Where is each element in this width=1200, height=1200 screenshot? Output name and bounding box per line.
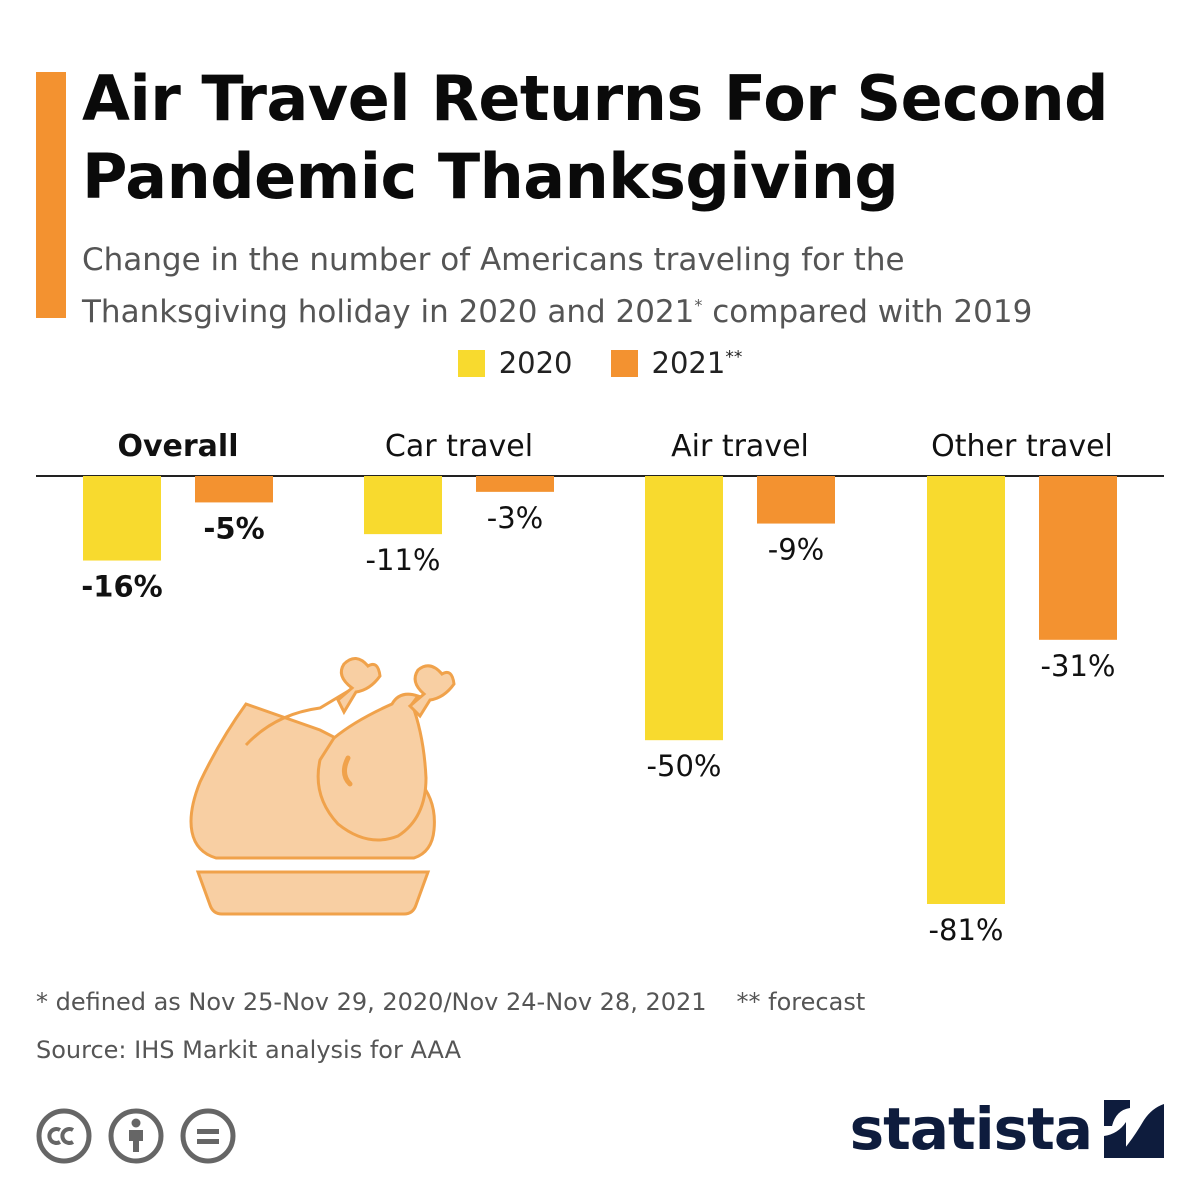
data-labels: -16% -11% -50% -81% -5% -3% -9% -31%	[81, 501, 1115, 947]
data-label-2020-overall: -16%	[81, 570, 162, 604]
footnote: * defined as Nov 25-Nov 29, 2020/Nov 24-…	[36, 988, 865, 1016]
accent-bar	[36, 72, 66, 318]
category-label-car-travel: Car travel	[385, 429, 533, 464]
bar-chart: Overall Car travel Air travel Other travel …	[36, 429, 1164, 947]
bar-2021-car-travel	[476, 476, 554, 492]
legend-swatch-2021	[610, 349, 638, 377]
logo-text: statista	[849, 1095, 1093, 1163]
legend-label-2020: 2020	[498, 346, 573, 380]
bar-2021-air-travel	[757, 476, 835, 524]
legend-label-2021: 2021	[651, 346, 726, 380]
data-label-2020-other-travel: -81%	[929, 913, 1004, 947]
subtitle-asterisk: *	[694, 295, 703, 315]
subtitle-line2-end: compared with 2019	[702, 294, 1033, 330]
statista-logo[interactable]: statista	[850, 1100, 1164, 1158]
category-label-overall: Overall	[117, 429, 238, 464]
legend-item-2021: 2021**	[610, 346, 743, 380]
footnote-defined: * defined as Nov 25-Nov 29, 2020/Nov 24-…	[36, 988, 707, 1016]
subtitle-line2: Thanksgiving holiday in 2020 and 2021	[82, 294, 695, 330]
nd-icon[interactable]	[180, 1108, 236, 1164]
subtitle: Change in the number of Americans travel…	[82, 234, 1182, 338]
legend: 2020 2021**	[0, 346, 1200, 380]
category-label-air-travel: Air travel	[671, 429, 809, 464]
cc-icon[interactable]	[36, 1108, 92, 1164]
legend-item-2020: 2020	[457, 346, 573, 380]
data-label-2020-car-travel: -11%	[366, 543, 441, 577]
legend-label-2021-sup: **	[725, 347, 743, 368]
footnote-forecast: ** forecast	[736, 988, 866, 1016]
bar-2021-other-travel	[1039, 476, 1117, 640]
subtitle-line1: Change in the number of Americans travel…	[82, 242, 905, 278]
category-labels: Overall Car travel Air travel Other travel	[117, 429, 1112, 464]
bar-2020-overall	[83, 476, 161, 561]
source-note: Source: IHS Markit analysis for AAA	[36, 1036, 462, 1064]
bars	[83, 476, 1117, 904]
bar-2021-overall	[195, 476, 273, 503]
by-icon[interactable]	[108, 1108, 164, 1164]
statista-logo-icon	[1104, 1100, 1164, 1158]
category-label-other-travel: Other travel	[931, 429, 1113, 464]
page-title: Air Travel Returns For Second Pandemic T…	[82, 62, 1109, 213]
turkey-icon	[189, 657, 456, 916]
bar-2020-other-travel	[927, 476, 1005, 904]
bar-2020-air-travel	[645, 476, 723, 741]
legend-swatch-2020	[457, 349, 485, 377]
bar-2020-car-travel	[364, 476, 442, 535]
data-label-2021-other-travel: -31%	[1041, 649, 1116, 683]
data-label-2021-car-travel: -3%	[487, 501, 543, 535]
data-label-2021-overall: -5%	[203, 511, 264, 545]
data-label-2021-air-travel: -9%	[768, 533, 824, 567]
data-label-2020-air-travel: -50%	[647, 749, 722, 783]
license-icons	[36, 1108, 236, 1164]
